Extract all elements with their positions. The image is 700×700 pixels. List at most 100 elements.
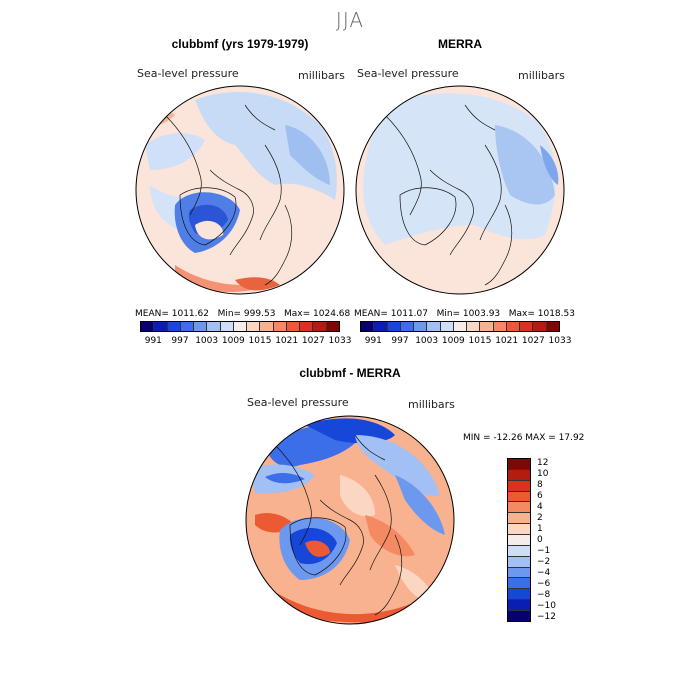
panel-2-colorbar-swatch — [414, 322, 428, 331]
panel-1-colorbar-label: 1027 — [301, 336, 325, 346]
panel-3-colorbar-label: −12 — [537, 611, 556, 622]
panel-2-colorbar-swatch — [387, 322, 401, 331]
panel-3-colorbar-swatch — [508, 589, 530, 601]
panel-3-colorbar-label: −8 — [537, 589, 551, 600]
panel-1-min: Min= 999.53 — [217, 309, 276, 319]
panel-1-stats: MEAN= 1011.62 Min= 999.53 Max= 1024.68 — [135, 309, 350, 319]
panel-1-colorbar-swatch — [260, 322, 274, 331]
panel-2-colorbar-swatch — [374, 322, 388, 331]
panel-1-polar-map — [135, 85, 345, 295]
panel-1-colorbar-label: 997 — [171, 336, 189, 346]
panel-2-variable-label: Sea-level pressure — [357, 67, 459, 80]
panel-3-colorbar-label: 4 — [537, 502, 543, 513]
panel-3-colorbar-swatch — [508, 513, 530, 525]
panel-2-colorbar-swatch — [533, 322, 547, 331]
panel-3-units-label: millibars — [408, 398, 455, 411]
panel-3-colorbar-swatch — [508, 556, 530, 568]
panel-3-colorbar-swatch — [508, 469, 530, 481]
panel-2-units-label: millibars — [518, 69, 565, 82]
panel-3-colorbar — [507, 458, 531, 622]
panel-1-colorbar-swatch — [167, 322, 181, 331]
panel-2-stats: MEAN= 1011.07 Min= 1003.93 Max= 1018.53 — [354, 309, 575, 319]
panel-3-colorbar-label: 12 — [537, 458, 549, 469]
panel-3-colorbar-swatch — [508, 578, 530, 590]
panel-3-colorbar-swatch — [508, 545, 530, 557]
panel-3-colorbar-swatch — [508, 567, 530, 579]
panel-1-variable-label: Sea-level pressure — [137, 67, 239, 80]
panel-3-colorbar-label: 1 — [537, 524, 543, 535]
panel-1-colorbar-swatch — [300, 322, 314, 331]
panel-1-colorbar — [140, 321, 340, 332]
panel-2-polar-map — [355, 85, 565, 295]
panel-2-title: MERRA — [438, 37, 482, 51]
panel-2-colorbar-label: 1015 — [468, 336, 492, 346]
panel-1-colorbar-labels: 991 997 1003 1009 1015 1021 1027 1033 — [140, 336, 352, 348]
panel-3-colorbar-label: 0 — [537, 535, 543, 545]
panel-2-colorbar-label: 997 — [391, 336, 409, 346]
panel-3-colorbar-label: 6 — [537, 491, 543, 502]
panel-1-colorbar-swatch — [313, 322, 327, 331]
panel-1-colorbar-swatch — [286, 322, 301, 331]
panel-1-colorbar-label: 1033 — [328, 336, 352, 346]
panel-3-colorbar-swatch — [508, 600, 530, 612]
panel-2-colorbar-label: 1021 — [495, 336, 519, 346]
panel-2-colorbar-label: 991 — [364, 336, 382, 346]
panel-2-colorbar-swatch — [506, 322, 521, 331]
panel-1-colorbar-swatch — [247, 322, 261, 331]
panel-2-colorbar-swatch — [400, 322, 415, 331]
panel-3-polar-map — [245, 415, 455, 625]
panel-2-colorbar-label: 1009 — [441, 336, 465, 346]
panel-1-colorbar-label: 1003 — [195, 336, 219, 346]
panel-2-mean: MEAN= 1011.07 — [354, 309, 428, 319]
panel-1-colorbar-swatch — [326, 322, 339, 331]
panel-2-min: Min= 1003.93 — [436, 309, 501, 319]
panel-3-colorbar-label: −2 — [537, 556, 551, 567]
panel-1-max: Max= 1024.68 — [284, 309, 351, 319]
panel-3-colorbar-label: 10 — [537, 469, 549, 480]
panel-1-mean: MEAN= 1011.62 — [135, 309, 209, 319]
panel-2-colorbar-label: 1003 — [415, 336, 439, 346]
panel-1-colorbar-swatch — [194, 322, 208, 331]
panel-3-colorbar-label: −10 — [537, 600, 556, 611]
panel-2-colorbar-swatch — [546, 322, 559, 331]
panel-1-colorbar-swatch — [154, 322, 168, 331]
panel-3-colorbar-swatch — [508, 502, 530, 514]
panel-2-max: Max= 1018.53 — [508, 309, 575, 319]
panel-3-colorbar-swatch — [508, 611, 530, 621]
panel-2-colorbar-swatch — [480, 322, 494, 331]
panel-1-colorbar-label: 991 — [144, 336, 162, 346]
panel-3-colorbar-swatch — [508, 480, 530, 492]
panel-3-colorbar-swatch — [508, 491, 530, 503]
panel-2-colorbar-swatch — [440, 322, 454, 331]
panel-1-colorbar-swatch — [273, 322, 287, 331]
panel-1-colorbar-label: 1015 — [248, 336, 272, 346]
panel-2-colorbar-labels: 991 997 1003 1009 1015 1021 1027 1033 — [360, 336, 572, 348]
panel-2-colorbar — [360, 321, 560, 332]
panel-3-stats: MIN = -12.26 MAX = 17.92 — [463, 433, 585, 443]
panel-3-variable-label: Sea-level pressure — [247, 396, 349, 409]
panel-3-colorbar-label: −6 — [537, 578, 551, 589]
panel-3-colorbar-label: −1 — [537, 545, 551, 556]
panel-1-colorbar-label: 1021 — [275, 336, 299, 346]
panel-3-title: clubbmf - MERRA — [299, 366, 401, 380]
panel-1-colorbar-swatch — [180, 322, 195, 331]
panel-1-colorbar-swatch — [141, 322, 155, 331]
panel-2-colorbar-swatch — [361, 322, 375, 331]
panel-2-colorbar-swatch — [467, 322, 481, 331]
panel-2-colorbar-swatch — [493, 322, 507, 331]
season-title: JJA — [335, 8, 365, 32]
panel-2-colorbar-swatch — [427, 322, 441, 331]
panel-1-title: clubbmf (yrs 1979-1979) — [171, 37, 309, 51]
panel-3-colorbar-label: 8 — [537, 480, 543, 491]
panel-2-colorbar-label: 1027 — [521, 336, 545, 346]
panel-3-colorbar-label: 2 — [537, 513, 543, 524]
panel-3-colorbar-swatch — [508, 535, 530, 546]
panel-2-colorbar-swatch — [520, 322, 534, 331]
panel-3-colorbar-labels: 12 10 8 6 4 2 1 0 −1 −2 −4 −6 −8 −10 −12 — [537, 458, 577, 622]
panel-2-colorbar-label: 1033 — [548, 336, 572, 346]
panel-3-colorbar-swatch — [508, 459, 530, 470]
panel-1-colorbar-swatch — [207, 322, 221, 331]
panel-3-colorbar-label: −4 — [537, 567, 551, 578]
panel-1-colorbar-label: 1009 — [221, 336, 245, 346]
panel-1-units-label: millibars — [298, 69, 345, 82]
